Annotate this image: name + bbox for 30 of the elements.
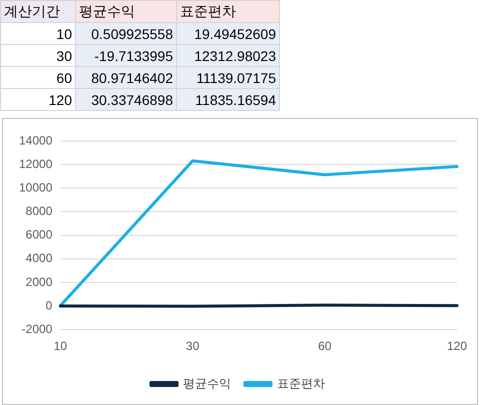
text: 11835.16594 bbox=[176, 88, 280, 110]
x-tick-label: 120 bbox=[446, 339, 468, 354]
legend-label: 표준편차 bbox=[277, 376, 325, 390]
text: 30.33746898 bbox=[76, 88, 176, 110]
legend-label: 평균수익 bbox=[183, 376, 231, 390]
text: 12312.98023 bbox=[176, 44, 280, 66]
x-tick-label: 30 bbox=[186, 339, 200, 354]
y-tick-label: 0 bbox=[46, 298, 53, 312]
y-tick-label: 2000 bbox=[26, 274, 53, 289]
text: 계산기간 bbox=[0, 0, 76, 22]
y-tick-label: 4000 bbox=[26, 251, 53, 266]
y-tick-label: 8000 bbox=[26, 204, 53, 218]
y-tick-label: 12000 bbox=[18, 156, 53, 171]
text: 60 bbox=[0, 66, 76, 88]
y-tick-label: 6000 bbox=[26, 228, 53, 242]
text: 10 bbox=[0, 22, 76, 44]
text: 120 bbox=[0, 88, 76, 110]
y-tick-label: -2000 bbox=[22, 322, 53, 336]
text: 평균수익 bbox=[76, 0, 176, 22]
x-tick-label: 60 bbox=[318, 339, 332, 354]
x-tick-label: 10 bbox=[54, 339, 68, 354]
y-tick-label: 14000 bbox=[18, 133, 53, 148]
text: 19.49452609 bbox=[176, 22, 280, 44]
text: -19.7133995 bbox=[76, 44, 176, 66]
text: 80.97146402 bbox=[76, 66, 176, 88]
y-tick-label: 10000 bbox=[18, 180, 53, 194]
text: 표준편차 bbox=[176, 0, 280, 22]
text: 11139.07175 bbox=[176, 66, 280, 88]
text: 30 bbox=[0, 44, 76, 66]
text: 0.509925558 bbox=[76, 22, 176, 44]
